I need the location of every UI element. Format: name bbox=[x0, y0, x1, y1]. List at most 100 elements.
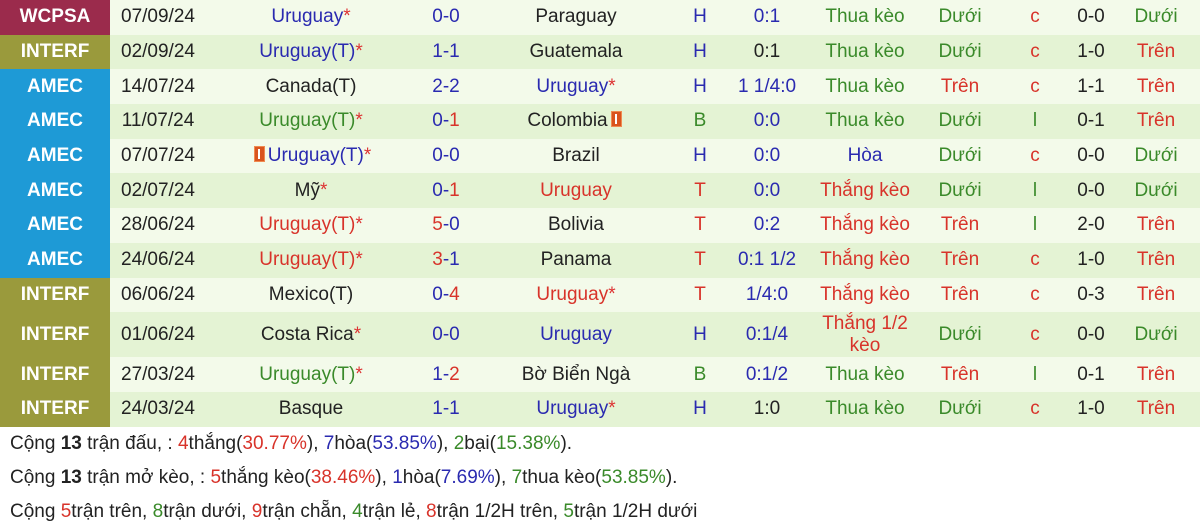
score[interactable]: 0-1 bbox=[416, 104, 476, 139]
home-team[interactable]: Mexico(T) bbox=[206, 277, 416, 313]
home-team[interactable]: Uruguay(T)* bbox=[206, 242, 416, 278]
match-result: H bbox=[676, 138, 724, 174]
league-badge[interactable]: INTERF bbox=[0, 34, 110, 70]
red-card-icon bbox=[253, 146, 265, 163]
table-row: INTERF 01/06/24 Costa Rica* 0-0 Uruguay H 0:1/… bbox=[0, 312, 1200, 358]
league-badge[interactable]: INTERF bbox=[0, 391, 110, 427]
away-team-name: Panama bbox=[540, 249, 612, 271]
home-suffix: * bbox=[355, 249, 363, 271]
handicap: 0:0 bbox=[724, 173, 810, 209]
away-team[interactable]: Brazil bbox=[476, 138, 676, 174]
score[interactable]: 0-1 bbox=[416, 173, 476, 209]
half-time-over-under: Dưới bbox=[1112, 0, 1200, 35]
away-score: 2 bbox=[449, 75, 460, 97]
summary-text: ), bbox=[436, 432, 454, 454]
home-team[interactable]: Canada(T) bbox=[206, 69, 416, 105]
home-team[interactable]: Mỹ* bbox=[206, 173, 416, 209]
score[interactable]: 1-1 bbox=[416, 34, 476, 70]
table-row: INTERF 06/06/24 Mexico(T) 0-4 Uruguay* T 1/4:0… bbox=[0, 277, 1200, 313]
home-team-name: Uruguay(T) bbox=[267, 145, 364, 167]
score[interactable]: 3-1 bbox=[416, 242, 476, 278]
summary-text: thua kèo( bbox=[522, 466, 602, 488]
score[interactable]: 0-0 bbox=[416, 138, 476, 174]
home-score: 0 bbox=[432, 145, 443, 167]
home-team[interactable]: Uruguay(T)* bbox=[206, 138, 416, 174]
home-team-name: Canada(T) bbox=[265, 75, 357, 97]
odd-even: c bbox=[1000, 138, 1070, 174]
home-suffix: * bbox=[353, 323, 362, 345]
half-time-over-under: Trên bbox=[1112, 69, 1200, 105]
over-under: Dưới bbox=[920, 391, 1000, 427]
league-badge[interactable]: INTERF bbox=[0, 277, 110, 313]
league-badge[interactable]: AMEC bbox=[0, 138, 110, 174]
away-team[interactable]: Panama bbox=[476, 242, 676, 278]
summary-text: hòa( bbox=[402, 466, 441, 488]
away-score: 1 bbox=[449, 249, 460, 271]
summary: Cộng 13 trận đấu, : 4thắng(30.77%), 7hòa… bbox=[0, 427, 1200, 529]
odd-even: l bbox=[1000, 208, 1070, 243]
away-score: 1 bbox=[449, 41, 460, 63]
over-under: Dưới bbox=[920, 173, 1000, 209]
score[interactable]: 1-1 bbox=[416, 391, 476, 427]
half-time-score: 1-0 bbox=[1070, 391, 1112, 427]
home-team[interactable]: Uruguay* bbox=[206, 0, 416, 35]
league-badge[interactable]: INTERF bbox=[0, 357, 110, 392]
league-badge[interactable]: WCPSA bbox=[0, 0, 110, 35]
home-team[interactable]: Uruguay(T)* bbox=[206, 34, 416, 70]
table-row: INTERF 24/03/24 Basque 1-1 Uruguay* H 1:0 Thua … bbox=[0, 391, 1200, 427]
score[interactable]: 0-4 bbox=[416, 277, 476, 313]
away-team[interactable]: Uruguay bbox=[476, 312, 676, 358]
match-result: H bbox=[676, 312, 724, 358]
table-row: AMEC 28/06/24 Uruguay(T)* 5-0 Bolivia T 0:2 Thắ… bbox=[0, 208, 1200, 243]
summary-text: ), bbox=[494, 466, 512, 488]
score[interactable]: 0-0 bbox=[416, 0, 476, 35]
score[interactable]: 0-0 bbox=[416, 312, 476, 358]
away-team[interactable]: Bờ Biển Ngà bbox=[476, 357, 676, 392]
odd-even: c bbox=[1000, 0, 1070, 35]
away-team[interactable]: Bolivia bbox=[476, 208, 676, 243]
league-badge[interactable]: AMEC bbox=[0, 173, 110, 209]
table-row: AMEC 07/07/24 Uruguay(T)* 0-0 Brazil H 0:0 Hòa D… bbox=[0, 138, 1200, 174]
home-team[interactable]: Uruguay(T)* bbox=[206, 208, 416, 243]
handicap: 1:0 bbox=[724, 391, 810, 427]
home-team[interactable]: Basque bbox=[206, 391, 416, 427]
score[interactable]: 1-2 bbox=[416, 357, 476, 392]
handicap-result: Thua kèo bbox=[810, 391, 920, 427]
away-team[interactable]: Uruguay* bbox=[476, 69, 676, 105]
home-team-name: Mỹ bbox=[294, 179, 320, 201]
away-team[interactable]: Paraguay bbox=[476, 0, 676, 35]
away-team[interactable]: Colombia bbox=[476, 104, 676, 139]
away-team[interactable]: Uruguay bbox=[476, 173, 676, 209]
away-team-name: Uruguay bbox=[536, 398, 609, 420]
match-date: 14/07/24 bbox=[110, 69, 206, 105]
league-badge[interactable]: AMEC bbox=[0, 242, 110, 278]
league-badge[interactable]: INTERF bbox=[0, 312, 110, 358]
match-date: 11/07/24 bbox=[110, 104, 206, 139]
match-date: 24/03/24 bbox=[110, 391, 206, 427]
handicap: 0:1/4 bbox=[724, 312, 810, 358]
league-badge[interactable]: AMEC bbox=[0, 69, 110, 105]
odd-even: c bbox=[1000, 391, 1070, 427]
summary-text: hòa( bbox=[334, 432, 373, 454]
home-team[interactable]: Costa Rica* bbox=[206, 312, 416, 358]
home-team[interactable]: Uruguay(T)* bbox=[206, 104, 416, 139]
over-under: Dưới bbox=[920, 312, 1000, 358]
score[interactable]: 2-2 bbox=[416, 69, 476, 105]
home-team[interactable]: Uruguay(T)* bbox=[206, 357, 416, 392]
league-badge[interactable]: AMEC bbox=[0, 104, 110, 139]
away-team[interactable]: Uruguay* bbox=[476, 391, 676, 427]
score[interactable]: 5-0 bbox=[416, 208, 476, 243]
odd-even: l bbox=[1000, 357, 1070, 392]
summary-text: trận 1/2H trên, bbox=[436, 500, 564, 522]
home-score: 0 bbox=[432, 323, 443, 345]
away-score: 0 bbox=[449, 6, 460, 28]
away-score: 1 bbox=[449, 179, 460, 201]
table-row: AMEC 11/07/24 Uruguay(T)* 0-1 Colombia B 0:0 Th… bbox=[0, 104, 1200, 139]
league-badge[interactable]: AMEC bbox=[0, 208, 110, 243]
away-team[interactable]: Uruguay* bbox=[476, 277, 676, 313]
away-team[interactable]: Guatemala bbox=[476, 34, 676, 70]
handicap: 0:1 bbox=[724, 0, 810, 35]
summary-text: trận trên, bbox=[71, 500, 153, 522]
summary-text: Cộng bbox=[10, 432, 61, 454]
home-score: 0 bbox=[432, 179, 443, 201]
